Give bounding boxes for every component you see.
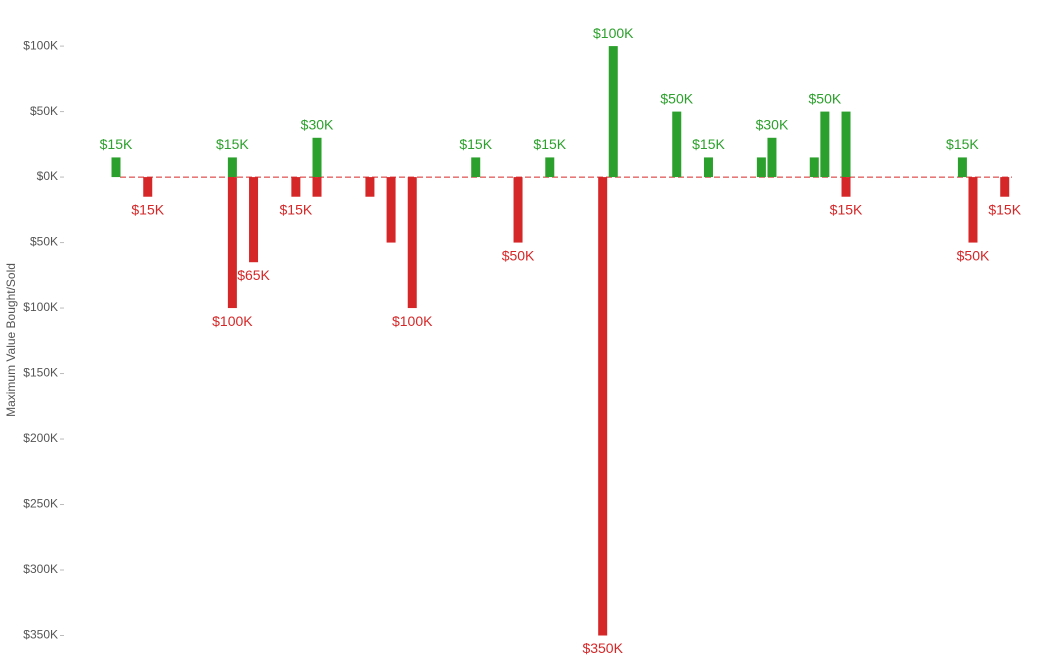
bar	[312, 137, 322, 178]
data-label: $15K	[692, 136, 725, 152]
data-label: $50K	[502, 247, 535, 263]
bar	[809, 157, 819, 178]
bar	[111, 157, 121, 178]
data-label: $15K	[830, 201, 863, 217]
bar	[386, 177, 396, 243]
bar	[703, 157, 713, 178]
data-label: $350K	[582, 640, 623, 656]
data-label: $15K	[280, 201, 313, 217]
bar	[820, 111, 830, 178]
bar	[608, 46, 618, 178]
data-label: $30K	[756, 116, 789, 132]
data-label: $15K	[533, 136, 566, 152]
y-tick-label: $50K	[30, 104, 58, 118]
data-label: $50K	[809, 90, 842, 106]
data-label: $15K	[216, 136, 249, 152]
data-label: $15K	[988, 201, 1021, 217]
bar	[143, 177, 153, 197]
y-tick-label: $200K	[23, 431, 58, 445]
bar	[227, 177, 237, 309]
data-label: $15K	[131, 201, 164, 217]
bar	[365, 177, 375, 197]
data-label: $65K	[237, 267, 270, 283]
bar	[841, 111, 851, 178]
y-tick-label: $100K	[23, 300, 58, 314]
bar	[1000, 177, 1010, 197]
bar	[756, 157, 766, 178]
bar	[841, 177, 851, 197]
bar	[291, 177, 301, 197]
y-tick-label: $350K	[23, 628, 58, 642]
data-label: $50K	[957, 247, 990, 263]
bar	[513, 177, 523, 243]
data-label: $15K	[946, 136, 979, 152]
y-tick-label: $0K	[37, 169, 58, 183]
y-tick-label: $300K	[23, 562, 58, 576]
bar	[471, 157, 481, 178]
bar	[312, 177, 322, 197]
data-label: $30K	[301, 116, 334, 132]
bar	[249, 177, 259, 263]
data-label: $15K	[100, 136, 133, 152]
bar	[598, 177, 608, 636]
y-axis-label: Maximum Value Bought/Sold	[4, 263, 18, 417]
bar	[767, 137, 777, 178]
bar	[545, 157, 555, 178]
data-label: $100K	[593, 25, 634, 41]
y-tick-label: $150K	[23, 366, 58, 380]
bar	[227, 157, 237, 178]
bar	[407, 177, 417, 309]
data-label: $100K	[392, 313, 433, 329]
data-label: $15K	[459, 136, 492, 152]
bar	[672, 111, 682, 178]
y-tick-label: $100K	[23, 38, 58, 52]
y-tick-label: $250K	[23, 497, 58, 511]
data-label: $100K	[212, 313, 253, 329]
bar	[968, 177, 978, 243]
y-tick-label: $50K	[30, 235, 58, 249]
data-label: $50K	[660, 90, 693, 106]
bar	[957, 157, 967, 178]
